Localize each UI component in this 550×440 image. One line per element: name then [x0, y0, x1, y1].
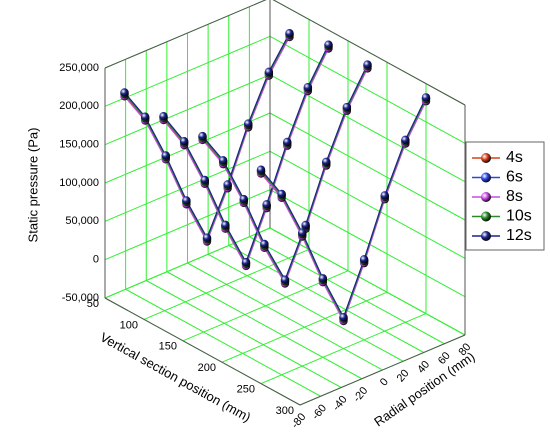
z-tick-label: 250,000: [59, 62, 99, 74]
y-tick-label: 300: [276, 405, 294, 417]
z-axis-title: Static pressure (Pa): [25, 128, 40, 243]
legend-label: 8s: [506, 188, 523, 205]
grid-line: [269, 112, 466, 221]
data-point: [262, 200, 271, 209]
data-point: [277, 189, 286, 199]
data-point: [322, 157, 331, 166]
legend-marker: [481, 153, 491, 163]
data-point: [256, 165, 266, 174]
legend-label: 6s: [506, 169, 523, 186]
data-point: [182, 196, 191, 205]
legend-marker: [481, 172, 491, 183]
data-point: [285, 29, 294, 38]
grid-line: [146, 280, 342, 388]
axis-line: [272, 0, 466, 106]
grid-line: [249, 236, 445, 345]
grid-line: [125, 288, 321, 397]
axis-line: [104, 297, 301, 406]
legend-marker: [481, 211, 491, 222]
data-point: [324, 40, 333, 49]
grid-line: [269, 189, 466, 298]
legend-label: 12s: [506, 227, 532, 244]
legend-marker: [481, 231, 491, 241]
data-point: [200, 175, 209, 185]
data-point: [218, 156, 228, 165]
grid-line: [207, 253, 404, 362]
z-tick-label: 200,000: [59, 100, 99, 112]
grid-line: [269, 35, 466, 144]
series-line: [202, 65, 369, 283]
series-line: [202, 66, 369, 284]
x-tick-label: -20: [351, 385, 370, 405]
x-tick-label: -60: [310, 402, 329, 422]
grid-line: [166, 271, 363, 380]
z-tick-label: 100,000: [59, 177, 99, 189]
data-point: [264, 67, 274, 77]
legend-label: 4s: [506, 149, 523, 166]
data-point: [380, 191, 389, 200]
legend-box: [465, 141, 545, 251]
data-point: [239, 194, 248, 204]
data-point: [161, 151, 170, 160]
z-tick-label: 150,000: [59, 139, 99, 151]
y-tick-label: 150: [159, 341, 177, 353]
legend-label: 10s: [506, 208, 532, 225]
grid-line: [228, 245, 424, 353]
data-point: [280, 275, 290, 284]
x-tick-label: -40: [330, 394, 349, 414]
y-tick-label: 250: [237, 384, 255, 396]
x-tick-label: 0: [378, 376, 391, 388]
axis-line: [299, 334, 466, 406]
data-point: [140, 112, 150, 121]
data-point: [202, 233, 212, 242]
data-point: [198, 131, 207, 141]
data-point: [359, 255, 369, 264]
data-point: [241, 257, 251, 267]
data-point: [244, 119, 253, 128]
data-point: [179, 136, 189, 146]
data-point: [342, 102, 352, 112]
series-line: [202, 68, 369, 285]
data-point: [159, 112, 168, 121]
data-point: [298, 228, 307, 237]
data-point: [303, 82, 313, 92]
y-tick-label: 50: [87, 298, 99, 310]
data-point: [260, 239, 269, 249]
y-tick-label: 100: [120, 319, 138, 331]
grid-line: [187, 262, 383, 371]
z-tick-label: 50,000: [65, 215, 99, 227]
data-point: [301, 220, 310, 230]
data-point: [401, 135, 410, 145]
data-point: [283, 137, 292, 147]
data-point: [339, 312, 348, 322]
x-tick-label: 40: [415, 359, 432, 376]
x-tick-label: 20: [395, 367, 412, 384]
grid-line: [269, 74, 466, 183]
data-point: [421, 93, 431, 102]
data-point: [318, 274, 328, 283]
z-tick-label: 0: [93, 254, 99, 266]
data-point: [223, 180, 232, 189]
grid-line: [269, 227, 466, 336]
legend-marker: [481, 192, 491, 202]
y-tick-label: 200: [198, 362, 216, 374]
grid-line: [269, 150, 466, 259]
data-point: [363, 60, 372, 69]
z-tick-label: -50,000: [62, 292, 99, 304]
data-point: [221, 220, 230, 230]
axis-line: [104, 0, 267, 69]
data-point: [120, 88, 129, 97]
